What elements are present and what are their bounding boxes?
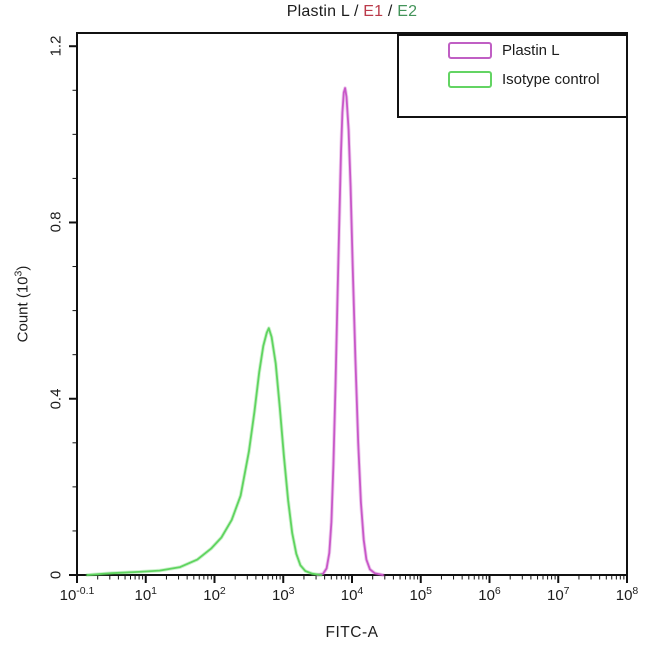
x-axis-title: FITC-A <box>325 624 379 641</box>
x-tick-label: 102 <box>203 585 226 604</box>
legend-item-isotype-control: Isotype control <box>448 65 626 94</box>
x-tick-label: 10-0.1 <box>59 585 95 604</box>
legend-label: Plastin L <box>502 42 560 59</box>
title-part-slash: / <box>383 3 398 20</box>
curve-isotype-control <box>86 327 322 576</box>
y-tick-label: 0.4 <box>47 388 65 410</box>
x-tick-label: 105 <box>409 585 433 604</box>
x-tick-label: 103 <box>271 585 295 604</box>
title-part-sample: Plastin L / <box>286 3 364 20</box>
title-part-e1: E1 <box>363 3 384 20</box>
curve-glow-isotype-control <box>85 326 323 577</box>
x-tick-label: 107 <box>546 585 570 604</box>
x-tick-label: 104 <box>340 585 364 604</box>
x-tick-label: 108 <box>615 585 639 604</box>
title-part-e2: E2 <box>397 3 418 20</box>
plastin-l-swatch-icon <box>448 42 492 59</box>
curve-plastin-l <box>316 87 384 576</box>
isotype-control-swatch-icon <box>448 71 492 88</box>
y-tick-label: 0.8 <box>47 212 65 233</box>
legend-item-plastin-l: Plastin L <box>448 36 626 65</box>
y-axis-title: Count (103) <box>12 265 32 343</box>
legend-label: Isotype control <box>502 71 600 88</box>
y-tick-label: 0 <box>47 570 65 580</box>
y-tick-label: 1.2 <box>47 35 65 57</box>
x-tick-label: 106 <box>478 585 501 604</box>
x-tick-label: 101 <box>134 585 158 604</box>
chart-title: Plastin L / E1 / E2 <box>77 3 627 21</box>
legend: Plastin L Isotype control <box>397 34 628 118</box>
